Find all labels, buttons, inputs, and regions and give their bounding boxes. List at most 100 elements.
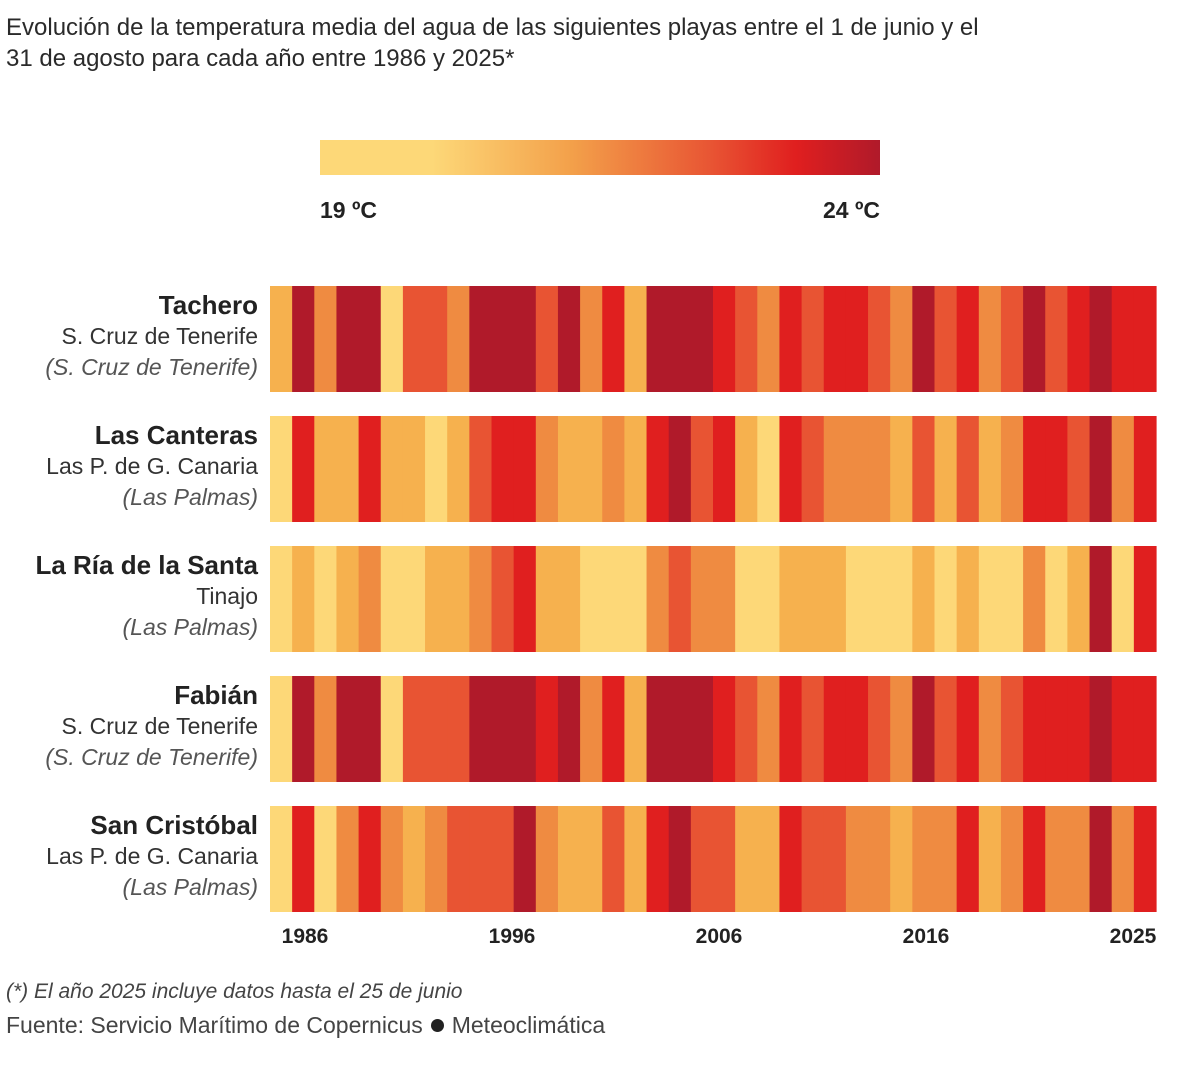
heatmap-cell: Las Canteras 1992: 20 ºC — [402, 416, 426, 522]
x-tick-label: 1986 — [282, 925, 329, 948]
heatmap-cell: San Cristóbal 1998: 21 ºC — [535, 806, 559, 912]
heatmap-cell: Las Canteras 2003: 23 ºC — [646, 416, 670, 522]
heatmap-cell: San Cristóbal 1997: 24 ºC — [513, 806, 537, 912]
heatmap-row: La Ría de la Santa 1986: 19 ºCLa Ría de … — [270, 546, 1157, 652]
heatmap-cell: Tachero 2007: 22 ºC — [735, 286, 758, 392]
heatmap-cell: Tachero 2018: 21 ºC — [978, 286, 1002, 392]
heatmap-cell: San Cristóbal 2002: 20 ºC — [624, 806, 648, 912]
x-tick-label: 2016 — [903, 925, 950, 948]
heatmap-cell: Las Canteras 2024: 21 ºC — [1111, 416, 1135, 522]
heatmap-cell: San Cristóbal 1993: 21 ºC — [425, 806, 448, 912]
heatmap-cell: Fabián 1986: 19 ºC — [270, 676, 293, 782]
heatmap-cell: San Cristóbal 2016: 21 ºC — [934, 806, 958, 912]
town-name: Las P. de G. Canaria — [46, 453, 258, 479]
province-name: (S. Cruz de Tenerife) — [45, 744, 258, 770]
province-name: (Las Palmas) — [122, 614, 258, 640]
heatmap-cell: Fabián 2018: 21 ºC — [978, 676, 1002, 782]
heatmap-cell: Tachero 2005: 24 ºC — [690, 286, 714, 392]
heatmap-cell: La Ría de la Santa 2017: 20 ºC — [956, 546, 980, 652]
heatmap-cell: San Cristóbal 1995: 22 ºC — [469, 806, 493, 912]
heatmap-cell: Tachero 1988: 21 ºC — [314, 286, 338, 392]
heatmap-cell: Fabián 2011: 23 ºC — [823, 676, 847, 782]
heatmap-cell: La Ría de la Santa 2008: 19 ºC — [757, 546, 781, 652]
province-name: (Las Palmas) — [122, 874, 258, 900]
heatmap-cell: La Ría de la Santa 1991: 19 ºC — [380, 546, 404, 652]
heatmap-cell: Las Canteras 2011: 21 ºC — [823, 416, 847, 522]
heatmap-cell: Las Canteras 1994: 20 ºC — [447, 416, 470, 522]
heatmap-cell: Las Canteras 1999: 20 ºC — [557, 416, 581, 522]
heatmap-cell: Fabián 2008: 21 ºC — [757, 676, 781, 782]
heatmap-cell: Tachero 2017: 23 ºC — [956, 286, 980, 392]
row-label-la-ria-de-la-santa: La Ría de la Santa Tinajo (Las Palmas) — [0, 550, 258, 643]
heatmap-cell: San Cristóbal 1991: 21 ºC — [380, 806, 404, 912]
heatmap-cell: Fabián 2022: 23 ºC — [1067, 676, 1091, 782]
town-name: S. Cruz de Tenerife — [61, 323, 258, 349]
heatmap-cell: La Ría de la Santa 2019: 19 ºC — [1000, 546, 1024, 652]
heatmap-cell: Las Canteras 1986: 19 ºC — [270, 416, 293, 522]
heatmap-cell: Tachero 1995: 24 ºC — [469, 286, 493, 392]
heatmap-cell: Tachero 2016: 22 ºC — [934, 286, 958, 392]
heatmap-cell: San Cristóbal 2022: 21 ºC — [1067, 806, 1091, 912]
heatmap-cell: La Ría de la Santa 2009: 20 ºC — [779, 546, 803, 652]
heatmap-cell: Tachero 2001: 23 ºC — [602, 286, 625, 392]
row-label-tachero: Tachero S. Cruz de Tenerife (S. Cruz de … — [0, 290, 258, 383]
x-tick-label: 2006 — [696, 925, 743, 948]
heatmap-cell: La Ría de la Santa 2002: 19 ºC — [624, 546, 648, 652]
heatmap-row: Fabián 1986: 19 ºCFabián 1987: 24 ºC Fabi… — [270, 676, 1157, 782]
heatmap-cell: Fabián 2013: 22 ºC — [868, 676, 891, 782]
heatmap-cell: San Cristóbal 2017: 23 ºC — [956, 806, 980, 912]
heatmap-cell: Las Canteras 2019: 21 ºC — [1000, 416, 1024, 522]
heatmap-cell: La Ría de la Santa 2007: 19 ºC — [735, 546, 758, 652]
heatmap-cell: San Cristóbal 1987: 23 ºC — [292, 806, 315, 912]
heatmap-cell: San Cristóbal 2019: 21 ºC — [1000, 806, 1024, 912]
heatmap-cell: Tachero 2021: 22 ºC — [1045, 286, 1068, 392]
heatmap-cell: La Ría de la Santa 2013: 19 ºC — [868, 546, 891, 652]
heatmap-cell: La Ría de la Santa 1996: 22 ºC — [491, 546, 515, 652]
heatmap-cell: Las Canteras 2002: 20 ºC — [624, 416, 648, 522]
heatmap-cell: Las Canteras 2010: 22 ºC — [801, 416, 825, 522]
heatmap-cell: La Ría de la Santa 1992: 19 ºC — [402, 546, 426, 652]
heatmap-cell: Tachero 2013: 22 ºC — [868, 286, 891, 392]
heatmap-cell: Fabián 1998: 23 ºC — [535, 676, 559, 782]
heatmap-cell: La Ría de la Santa 2025: 23 ºC — [1133, 546, 1157, 652]
heatmap-cell: San Cristóbal 2001: 22 ºC — [602, 806, 625, 912]
heatmap-cell: Fabián 2001: 23 ºC — [602, 676, 625, 782]
row-label-las-canteras: Las Canteras Las P. de G. Canaria (Las P… — [0, 420, 258, 513]
heatmap-cell: Las Canteras 2006: 23 ºC — [713, 416, 736, 522]
row-label-san-cristobal: San Cristóbal Las P. de G. Canaria (Las … — [0, 810, 258, 903]
heatmap-cell: Las Canteras 2012: 21 ºC — [845, 416, 869, 522]
heatmap-cell: La Ría de la Santa 2003: 21 ºC — [646, 546, 670, 652]
heatmap-cell: Tachero 1998: 22 ºC — [535, 286, 559, 392]
heatmap-cell: La Ría de la Santa 2000: 19 ºC — [580, 546, 603, 652]
heatmap-cell: Fabián 1995: 24 ºC — [469, 676, 493, 782]
heatmap-cell: San Cristóbal 2020: 23 ºC — [1023, 806, 1046, 912]
heatmap-cell: La Ría de la Santa 2006: 21 ºC — [713, 546, 736, 652]
heatmap-cell: Las Canteras 2013: 21 ºC — [868, 416, 891, 522]
heatmap-cell: Fabián 2023: 24 ºC — [1089, 676, 1113, 782]
source-line: Fuente: Servicio Marítimo de Copernicus M… — [6, 1012, 605, 1039]
heatmap-cell: San Cristóbal 2007: 20 ºC — [735, 806, 758, 912]
heatmap-cell: Tachero 1992: 22 ºC — [402, 286, 426, 392]
heatmap-cell: Las Canteras 2007: 20 ºC — [735, 416, 758, 522]
heatmap-cell: San Cristóbal 2006: 22 ºC — [713, 806, 736, 912]
heatmap-cell: Tachero 2010: 22 ºC — [801, 286, 825, 392]
heatmap-cell: Tachero 1994: 21 ºC — [447, 286, 470, 392]
province-name: (Las Palmas) — [122, 484, 258, 510]
heatmap-cell: San Cristóbal 2008: 20 ºC — [757, 806, 781, 912]
heatmap-cell: Tachero 2020: 24 ºC — [1023, 286, 1046, 392]
province-name: (S. Cruz de Tenerife) — [45, 354, 258, 380]
heatmap-cell: Fabián 1997: 24 ºC — [513, 676, 537, 782]
heatmap-cell: Fabián 1989: 24 ºC — [336, 676, 360, 782]
heatmap-cell: Fabián 1992: 22 ºC — [402, 676, 426, 782]
heatmap-cell: Fabián 2005: 24 ºC — [690, 676, 714, 782]
heatmap-cell: La Ría de la Santa 1997: 23 ºC — [513, 546, 537, 652]
heatmap-cell: La Ría de la Santa 2018: 19 ºC — [978, 546, 1002, 652]
heatmap-cell: Las Canteras 1989: 20 ºC — [336, 416, 360, 522]
heatmap-cell: Fabián 2007: 22 ºC — [735, 676, 758, 782]
heatmap-cell: Las Canteras 2021: 23 ºC — [1045, 416, 1068, 522]
heatmap-cell: San Cristóbal 2004: 24 ºC — [668, 806, 692, 912]
heatmap-cell: Las Canteras 2015: 22 ºC — [912, 416, 936, 522]
heatmap-cell: Fabián 1987: 24 ºC — [292, 676, 315, 782]
heatmap-cell: Las Canteras 2016: 20 ºC — [934, 416, 958, 522]
heatmap-cell: Fabián 2024: 23 ºC — [1111, 676, 1135, 782]
